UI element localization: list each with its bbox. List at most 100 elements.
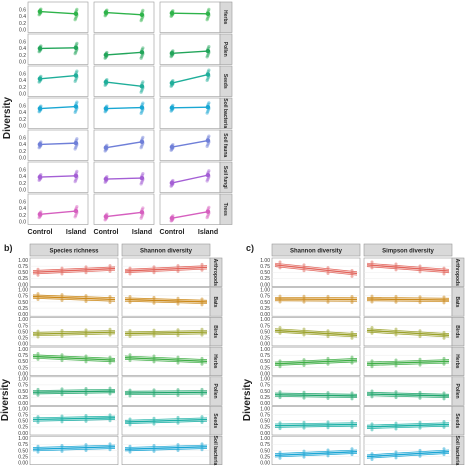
data-point [350,336,354,340]
data-point [103,218,107,222]
panel-a-cell [93,161,155,193]
data-point [128,359,132,363]
data-point [37,110,41,114]
data-point [350,269,354,273]
band-edge [124,420,208,425]
data-point [128,450,132,454]
mean-point [103,10,109,15]
data-point [169,55,173,59]
panel-a-ytick: 0.4 [19,78,26,84]
data-point [200,330,204,334]
band-edge [124,359,208,364]
y-tick-label: 0.00 [260,401,270,407]
panel-a-ytick: 0.6 [19,72,26,78]
data-point [36,444,40,448]
data-point [302,330,306,334]
data-point [128,300,132,304]
mean-point [73,45,79,50]
data-point [205,179,209,183]
data-point [36,450,40,454]
row-label: Arthropods [454,259,460,286]
data-point [74,145,78,150]
y-tick-label: 0.50 [18,448,28,454]
data-point [206,16,210,20]
band-edge [124,355,208,360]
y-tick-label: 0.50 [260,359,270,365]
data-point [394,330,398,334]
data-point [36,332,40,336]
data-point [326,394,330,398]
data-point [152,357,156,361]
data-point [350,361,354,365]
column-strip [363,243,453,257]
data-point [84,413,88,417]
y-tick-label: 0.25 [18,365,28,371]
data-point [60,296,64,300]
data-point [205,18,209,22]
data-point [84,265,88,269]
mean-point [139,12,145,17]
y-tick-label: 0.75 [18,264,28,270]
y-tick-label: 0.75 [18,412,28,418]
data-point [108,419,112,423]
band-edge [366,300,450,303]
row-label: Pollen [454,384,460,399]
data-point [176,299,180,303]
data-point [200,327,204,331]
mean-point [103,106,109,111]
data-point [128,266,132,270]
data-point [37,80,41,84]
data-point [128,423,132,427]
data-point [206,53,210,58]
data-point [84,331,88,335]
panel-a-ytick: 0.0 [19,155,26,161]
data-point [176,328,180,332]
data-point [84,354,88,358]
data-point [152,301,156,305]
data-point [84,419,88,423]
data-point [176,302,180,306]
panel-letter: c) [246,243,254,253]
y-tick-label: 1.00 [260,258,270,264]
mean-point [37,174,43,180]
mean-point [169,10,175,16]
data-point [302,420,306,424]
panel-a-ytick: 0.0 [19,27,26,33]
data-point [205,111,209,115]
facet-label: Soil bacteria [222,98,228,128]
data-point [103,110,107,114]
x-category-label: Island [132,229,152,236]
data-point [370,328,374,332]
trend-line [32,331,116,335]
trend-line [366,393,450,397]
data-point [278,263,282,267]
y-tick-label: 1.00 [260,377,270,383]
data-point [141,206,145,210]
panel-a-ylabel: Diversity [2,96,13,139]
data-point [302,455,306,459]
y-tick-label: 0.25 [260,425,270,431]
y-tick-label: 0.75 [18,353,28,359]
data-point [394,333,398,337]
data-point [278,450,282,454]
mean-point [139,139,145,145]
trend-line [39,74,77,80]
trend-line [366,329,450,336]
data-point [418,396,422,400]
data-point [326,359,330,363]
y-tick-label: 0.75 [260,353,270,359]
trend-line [39,10,77,15]
data-point [74,213,78,218]
data-point [73,52,77,56]
band-edge [124,444,208,448]
data-point [394,396,398,400]
data-point [200,333,204,337]
band-edge [366,449,450,456]
data-point [205,215,209,220]
trend-line [171,174,209,184]
band-edge [32,333,116,337]
data-point [326,448,330,452]
data-point [140,144,144,148]
data-point [442,450,446,454]
mean-point [205,209,211,214]
